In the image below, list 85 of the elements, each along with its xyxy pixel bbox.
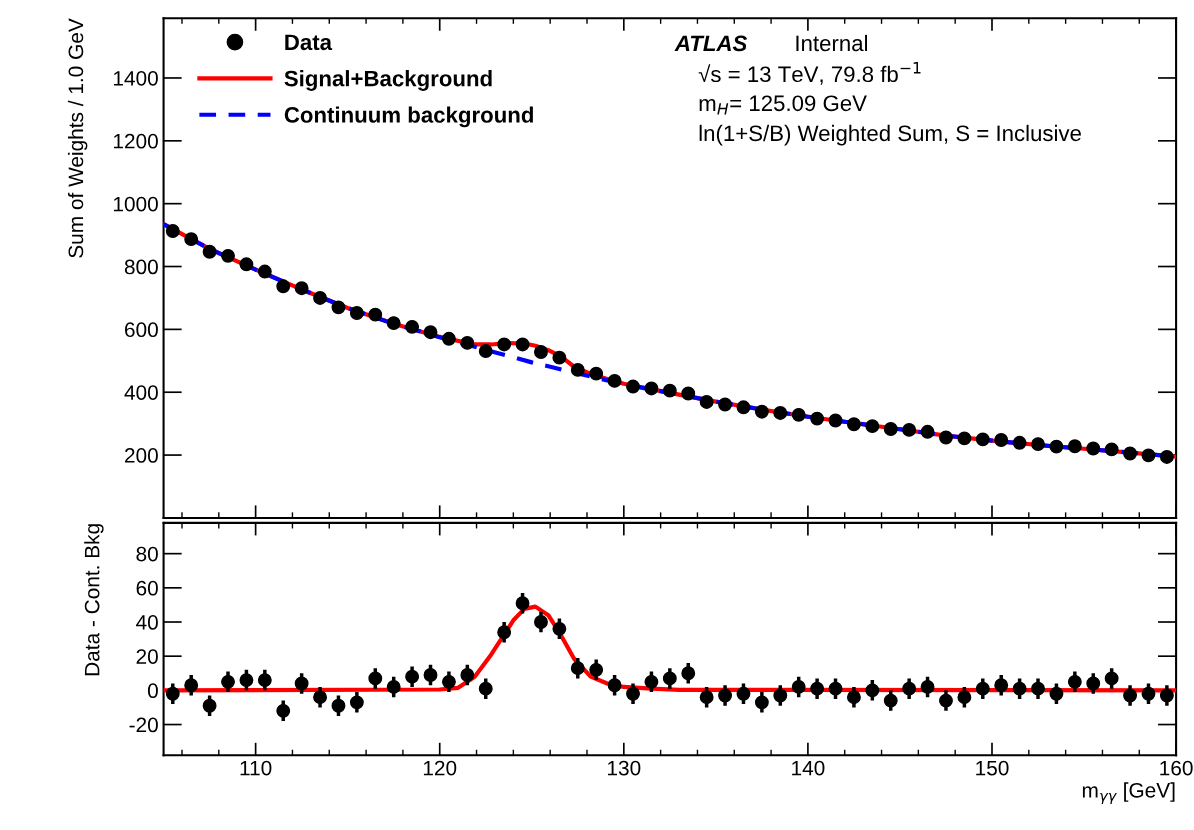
point bbox=[294, 281, 309, 296]
point bbox=[902, 422, 917, 437]
y-tick-label: 80 bbox=[136, 546, 158, 562]
point bbox=[386, 316, 401, 331]
point bbox=[221, 248, 235, 263]
x-tick-label: 110 bbox=[240, 760, 272, 776]
point bbox=[1049, 439, 1064, 454]
y-tick-label: 20 bbox=[136, 649, 158, 664]
point bbox=[276, 279, 291, 294]
point bbox=[515, 337, 530, 352]
point bbox=[589, 366, 604, 381]
x-tick-label: 140 bbox=[792, 760, 825, 776]
point bbox=[607, 373, 622, 388]
point bbox=[331, 300, 346, 315]
point bbox=[1031, 437, 1045, 452]
y-tick-label: 0 bbox=[147, 683, 158, 699]
point bbox=[257, 264, 272, 279]
point bbox=[1086, 441, 1101, 456]
y-tick-label: 1000 bbox=[113, 196, 158, 212]
point bbox=[184, 232, 199, 247]
point bbox=[865, 419, 880, 434]
point bbox=[423, 325, 438, 340]
point bbox=[810, 411, 825, 426]
x-tick-label: 160 bbox=[1160, 760, 1193, 776]
x-axis-title: m$_{γγ}$ [GeV] bbox=[1082, 782, 1175, 804]
y-tick-label: 200 bbox=[125, 448, 158, 463]
point bbox=[1159, 450, 1174, 464]
y-tick-label: -20 bbox=[129, 717, 158, 733]
point bbox=[368, 307, 383, 322]
point bbox=[754, 404, 769, 419]
point bbox=[1141, 448, 1156, 463]
x-tick-label: 130 bbox=[608, 760, 641, 776]
point bbox=[939, 430, 953, 445]
point bbox=[405, 319, 420, 334]
point bbox=[441, 331, 456, 346]
point bbox=[1104, 442, 1119, 457]
point bbox=[1012, 435, 1027, 450]
legend-label: Signal+Background bbox=[284, 70, 492, 91]
y-tick-label: 400 bbox=[124, 385, 158, 400]
point bbox=[478, 344, 493, 358]
y-tick-label: 800 bbox=[124, 259, 158, 275]
y-tick-label: 1400 bbox=[113, 70, 158, 86]
x-tick-label: 120 bbox=[423, 760, 457, 776]
point bbox=[460, 335, 475, 350]
annotation: ln(1+S/B) Weighted Sum, S = Inclusive bbox=[699, 124, 1081, 146]
point bbox=[920, 424, 935, 439]
point bbox=[534, 345, 548, 359]
annotation: m$_{H}$= 125.09 GeV bbox=[699, 95, 867, 115]
point bbox=[883, 422, 898, 436]
point bbox=[828, 413, 843, 428]
legend-label: Continuum background bbox=[284, 106, 533, 128]
annotation: √s = 13 TeV, 79.8 fb$^{−1}$ bbox=[698, 62, 921, 85]
y-axis-title: Data - Cont. Bkg bbox=[84, 524, 104, 676]
point bbox=[626, 379, 640, 394]
point bbox=[313, 290, 328, 305]
point bbox=[1123, 446, 1138, 461]
point bbox=[773, 406, 788, 420]
point bbox=[975, 432, 990, 447]
y-tick-label: 60 bbox=[136, 580, 158, 596]
annotation: ATLAS bbox=[674, 35, 748, 52]
x-tick-label: 150 bbox=[976, 760, 1009, 776]
point bbox=[239, 257, 254, 272]
y-tick-label: 1200 bbox=[113, 133, 158, 149]
point bbox=[957, 431, 972, 446]
point bbox=[718, 397, 733, 412]
point bbox=[644, 381, 659, 396]
point bbox=[165, 224, 180, 238]
point bbox=[681, 386, 696, 401]
y-tick-label: 600 bbox=[125, 322, 158, 338]
point bbox=[846, 417, 861, 432]
annotation: Internal bbox=[796, 34, 868, 52]
point bbox=[791, 407, 806, 422]
point bbox=[994, 433, 1009, 447]
point bbox=[736, 400, 751, 415]
point bbox=[699, 395, 714, 409]
point bbox=[570, 362, 585, 377]
point bbox=[497, 337, 512, 352]
point bbox=[202, 244, 217, 259]
y-tick-label: 40 bbox=[136, 615, 158, 630]
point bbox=[349, 306, 364, 320]
y-axis-title: Sum of Weights / 1.0 GeV bbox=[67, 18, 88, 258]
point bbox=[662, 383, 677, 398]
legend-label: Data bbox=[285, 34, 333, 51]
point bbox=[1067, 439, 1082, 454]
point bbox=[552, 350, 567, 365]
